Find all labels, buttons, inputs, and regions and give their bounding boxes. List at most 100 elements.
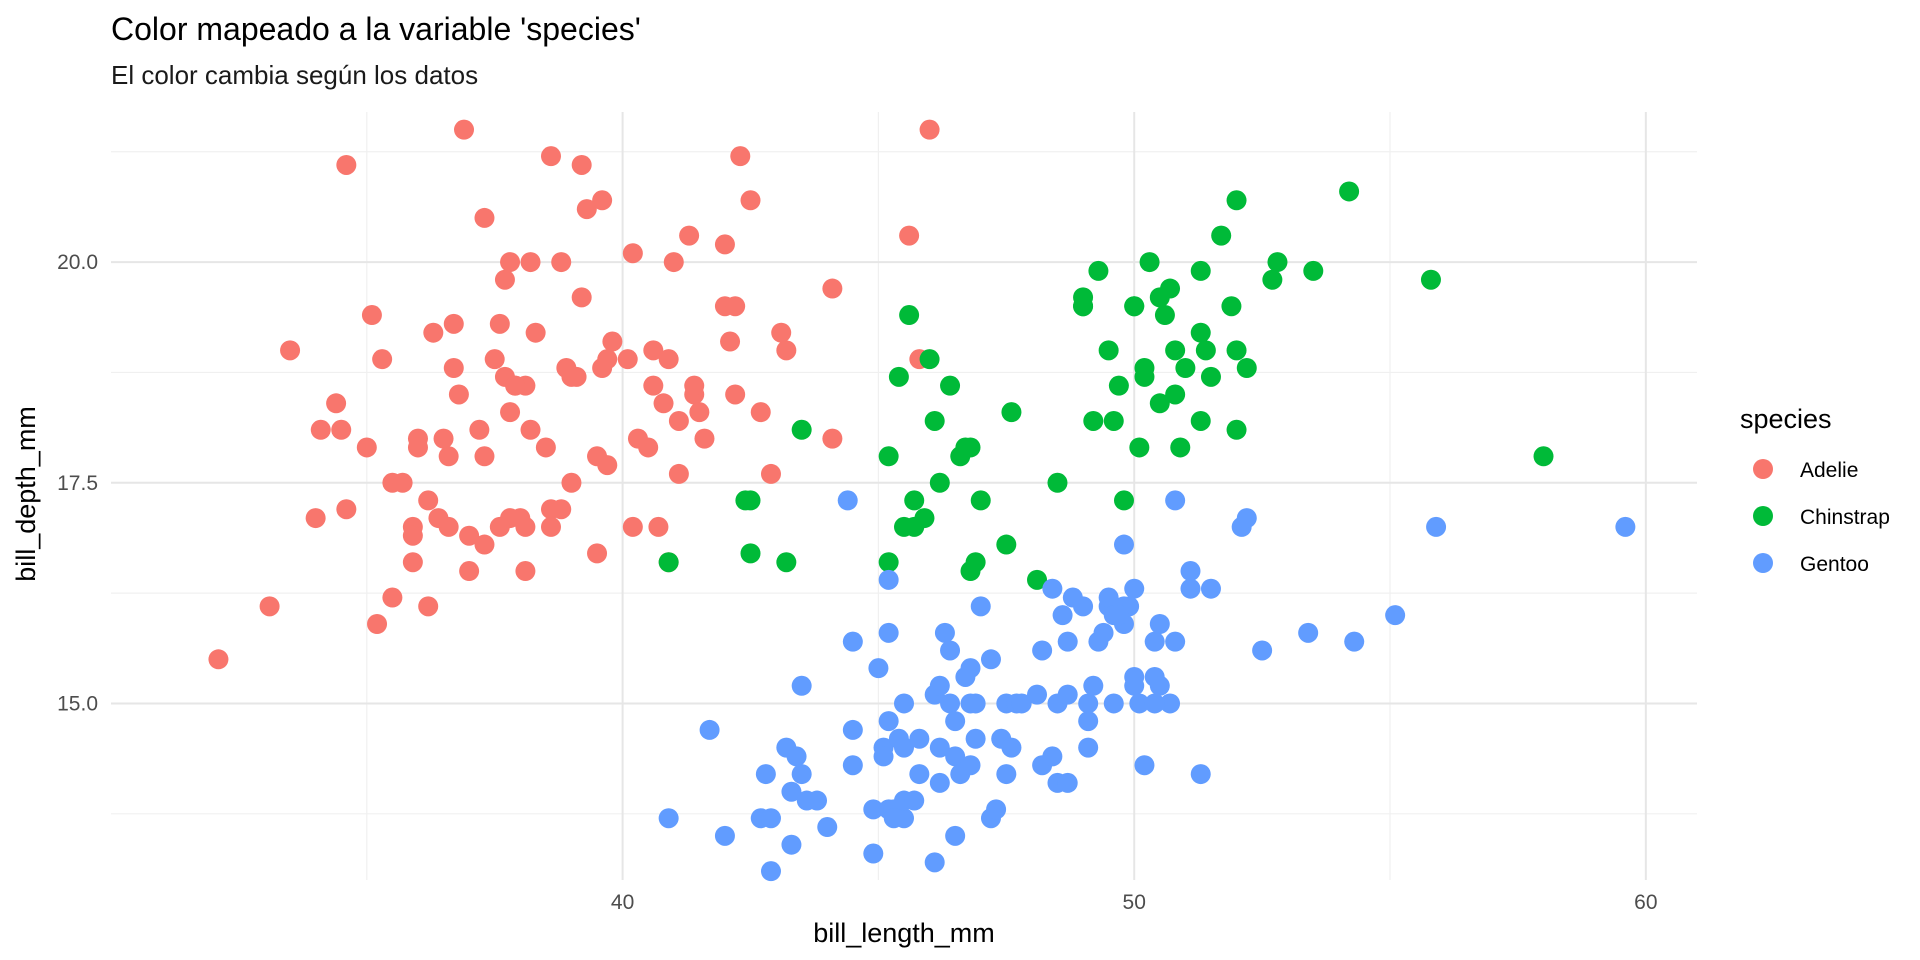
data-point (960, 658, 981, 679)
data-point (1124, 578, 1145, 599)
data-point (520, 252, 541, 273)
data-point (960, 561, 981, 582)
data-point (505, 375, 526, 396)
data-point (1226, 190, 1247, 211)
data-point (1339, 181, 1360, 202)
data-point (653, 393, 674, 414)
data-point (837, 490, 858, 511)
data-point (899, 225, 920, 246)
data-points (208, 119, 1636, 882)
data-point (725, 296, 746, 317)
data-point (1088, 260, 1109, 281)
data-point (1108, 605, 1129, 626)
data-point (1032, 640, 1053, 661)
y-tick-label: 20.0 (57, 251, 98, 274)
data-point (1267, 252, 1288, 273)
data-point (668, 463, 689, 484)
data-point (459, 525, 480, 546)
data-point (996, 764, 1017, 785)
data-point (336, 499, 357, 520)
data-point (730, 146, 751, 167)
data-point (1165, 340, 1186, 361)
data-point (776, 552, 797, 573)
data-point (1303, 260, 1324, 281)
data-point (807, 790, 828, 811)
data-point (760, 463, 781, 484)
data-point (1057, 631, 1078, 652)
data-point (484, 349, 505, 370)
data-point (1078, 693, 1099, 714)
data-point (1103, 410, 1124, 431)
data-point (684, 375, 705, 396)
data-point (771, 322, 792, 343)
x-tick-label: 40 (611, 891, 634, 914)
data-point (1144, 693, 1165, 714)
data-point (576, 199, 597, 220)
data-point (904, 790, 925, 811)
data-point (1252, 640, 1273, 661)
data-point (970, 490, 991, 511)
data-point (259, 596, 280, 617)
data-point (1139, 252, 1160, 273)
data-point (755, 764, 776, 785)
data-point (372, 349, 393, 370)
data-point (459, 561, 480, 582)
data-point (945, 711, 966, 732)
data-point (1098, 340, 1119, 361)
data-point (540, 516, 561, 537)
data-point (781, 781, 802, 802)
data-point (1211, 225, 1232, 246)
data-point (878, 711, 899, 732)
data-point (786, 746, 807, 767)
data-point (474, 207, 495, 228)
data-point (760, 808, 781, 829)
data-point (571, 287, 592, 308)
y-axis-ticks: 15.0 17.5 20.0 (57, 251, 98, 715)
data-point (474, 446, 495, 467)
data-point (1027, 684, 1048, 705)
data-point (822, 278, 843, 299)
data-point (699, 719, 720, 740)
data-point (878, 446, 899, 467)
data-point (1103, 693, 1124, 714)
data-point (1180, 561, 1201, 582)
data-point (489, 516, 510, 537)
data-point (418, 596, 439, 617)
data-point (1200, 578, 1221, 599)
data-point (500, 402, 521, 423)
data-point (934, 622, 955, 643)
data-point (924, 852, 945, 873)
data-point (1001, 402, 1022, 423)
y-tick-label: 17.5 (57, 472, 98, 495)
data-point (407, 437, 428, 458)
data-point (525, 322, 546, 343)
data-point (658, 808, 679, 829)
data-point (929, 472, 950, 493)
data-point (443, 313, 464, 334)
data-point (489, 313, 510, 334)
data-point (945, 746, 966, 767)
data-point (1190, 764, 1211, 785)
legend-key-adelie (1753, 459, 1773, 479)
data-point (428, 508, 449, 529)
data-point (361, 305, 382, 326)
data-point (1190, 260, 1211, 281)
data-point (878, 622, 899, 643)
data-point (561, 472, 582, 493)
data-point (402, 552, 423, 573)
data-point (494, 269, 515, 290)
data-point (402, 525, 423, 546)
data-point (326, 393, 347, 414)
data-point (1385, 605, 1406, 626)
data-point (909, 728, 930, 749)
data-point (617, 349, 638, 370)
data-point (515, 516, 536, 537)
data-point (1027, 569, 1048, 590)
data-point (894, 808, 914, 829)
data-point (551, 499, 572, 520)
legend-items: Adelie Chinstrap Gentoo (1753, 459, 1890, 576)
series-gentoo (658, 490, 1636, 882)
data-point (643, 340, 664, 361)
data-point (894, 693, 914, 714)
